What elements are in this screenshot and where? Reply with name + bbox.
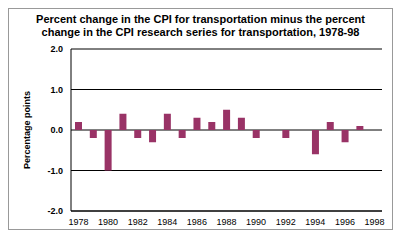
svg-text:1984: 1984	[157, 217, 177, 227]
svg-text:0.0: 0.0	[50, 125, 63, 135]
svg-text:1980: 1980	[98, 217, 118, 227]
svg-text:1990: 1990	[246, 217, 266, 227]
svg-text:1978: 1978	[68, 217, 88, 227]
svg-text:1982: 1982	[128, 217, 148, 227]
svg-text:1994: 1994	[305, 217, 325, 227]
svg-text:-2.0: -2.0	[47, 206, 63, 216]
svg-text:1986: 1986	[187, 217, 207, 227]
svg-text:1988: 1988	[216, 217, 236, 227]
svg-text:1992: 1992	[276, 217, 296, 227]
html-text:Percent change in the CPI for: Percent change in the CPI for transporta…	[36, 13, 365, 38]
svg-text:2.0: 2.0	[50, 44, 63, 54]
svg-text:1.0: 1.0	[50, 85, 63, 95]
svg-text:1998: 1998	[365, 217, 385, 227]
svg-text:Percentage points: Percentage points	[22, 91, 32, 169]
svg-text:-1.0: -1.0	[47, 166, 63, 176]
svg-text:1996: 1996	[335, 217, 355, 227]
